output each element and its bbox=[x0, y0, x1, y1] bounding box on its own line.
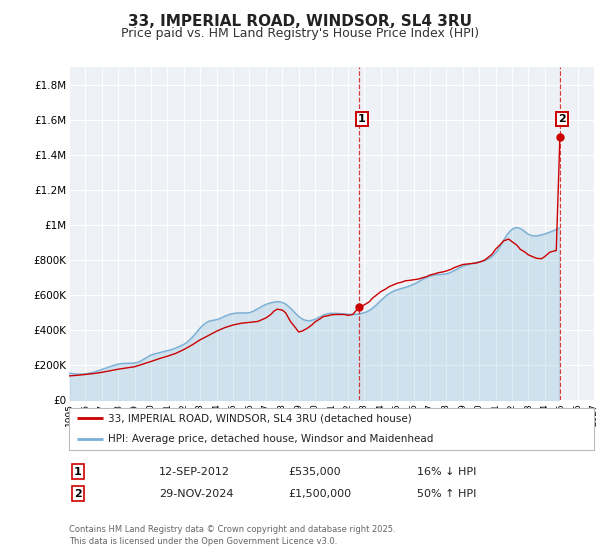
Text: 2: 2 bbox=[559, 114, 566, 124]
Text: 1: 1 bbox=[358, 114, 366, 124]
Text: 12-SEP-2012: 12-SEP-2012 bbox=[159, 466, 230, 477]
Text: 2: 2 bbox=[74, 489, 82, 499]
Text: Contains HM Land Registry data © Crown copyright and database right 2025.
This d: Contains HM Land Registry data © Crown c… bbox=[69, 525, 395, 546]
Text: 29-NOV-2024: 29-NOV-2024 bbox=[159, 489, 233, 499]
Text: 33, IMPERIAL ROAD, WINDSOR, SL4 3RU (detached house): 33, IMPERIAL ROAD, WINDSOR, SL4 3RU (det… bbox=[109, 413, 412, 423]
Text: 16% ↓ HPI: 16% ↓ HPI bbox=[417, 466, 476, 477]
Text: 33, IMPERIAL ROAD, WINDSOR, SL4 3RU: 33, IMPERIAL ROAD, WINDSOR, SL4 3RU bbox=[128, 14, 472, 29]
Text: Price paid vs. HM Land Registry's House Price Index (HPI): Price paid vs. HM Land Registry's House … bbox=[121, 27, 479, 40]
Text: £1,500,000: £1,500,000 bbox=[288, 489, 351, 499]
Text: HPI: Average price, detached house, Windsor and Maidenhead: HPI: Average price, detached house, Wind… bbox=[109, 434, 434, 444]
Text: £535,000: £535,000 bbox=[288, 466, 341, 477]
Text: 50% ↑ HPI: 50% ↑ HPI bbox=[417, 489, 476, 499]
Text: 1: 1 bbox=[74, 466, 82, 477]
